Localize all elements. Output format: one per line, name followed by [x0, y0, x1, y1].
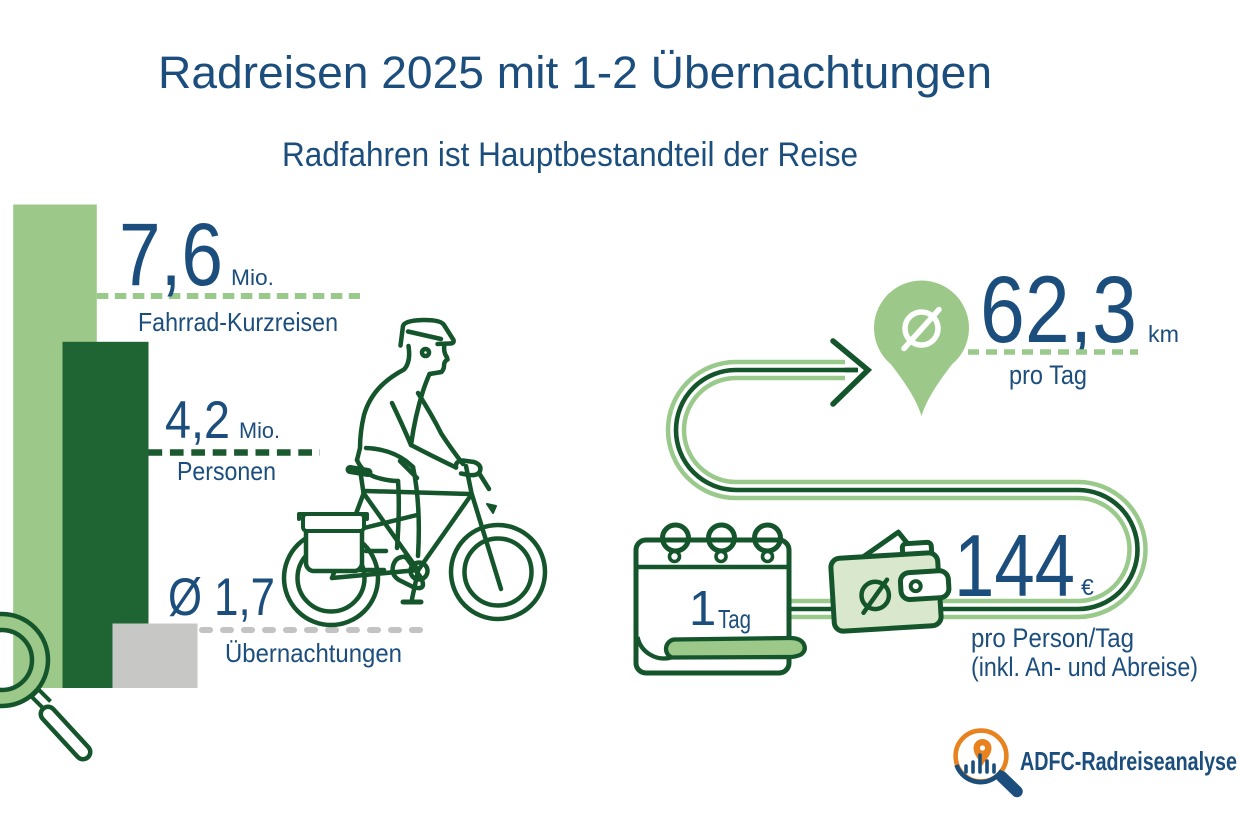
svg-text:Übernachtungen: Übernachtungen — [225, 638, 402, 668]
svg-text:km: km — [1148, 321, 1179, 347]
svg-text:4,2: 4,2 — [165, 391, 230, 450]
svg-text:(inkl. An- und Abreise): (inkl. An- und Abreise) — [971, 652, 1198, 682]
svg-text:62,3: 62,3 — [980, 257, 1137, 363]
svg-text:1: 1 — [689, 582, 716, 636]
svg-text:Tag: Tag — [718, 604, 751, 634]
svg-text:Mio.: Mio. — [239, 418, 280, 443]
svg-text:ADFC-Radreiseanalyse: ADFC-Radreiseanalyse — [1020, 746, 1237, 776]
svg-text:Fahrrad-Kurzreisen: Fahrrad-Kurzreisen — [138, 307, 338, 337]
svg-text:Radreisen 2025 mit 1-2 Übernac: Radreisen 2025 mit 1-2 Übernachtungen — [158, 47, 992, 98]
svg-text:Radfahren ist Hauptbestandteil: Radfahren ist Hauptbestandteil der Reise — [282, 136, 858, 174]
svg-text:144: 144 — [954, 516, 1075, 615]
svg-text:7,6: 7,6 — [119, 204, 223, 304]
svg-text:pro Person/Tag: pro Person/Tag — [971, 623, 1134, 653]
svg-text:Ø 1,7: Ø 1,7 — [168, 568, 275, 627]
svg-text:Mio.: Mio. — [231, 265, 274, 290]
svg-text:€: € — [1081, 574, 1094, 600]
svg-text:pro Tag: pro Tag — [1009, 360, 1087, 390]
svg-text:Personen: Personen — [177, 456, 276, 486]
